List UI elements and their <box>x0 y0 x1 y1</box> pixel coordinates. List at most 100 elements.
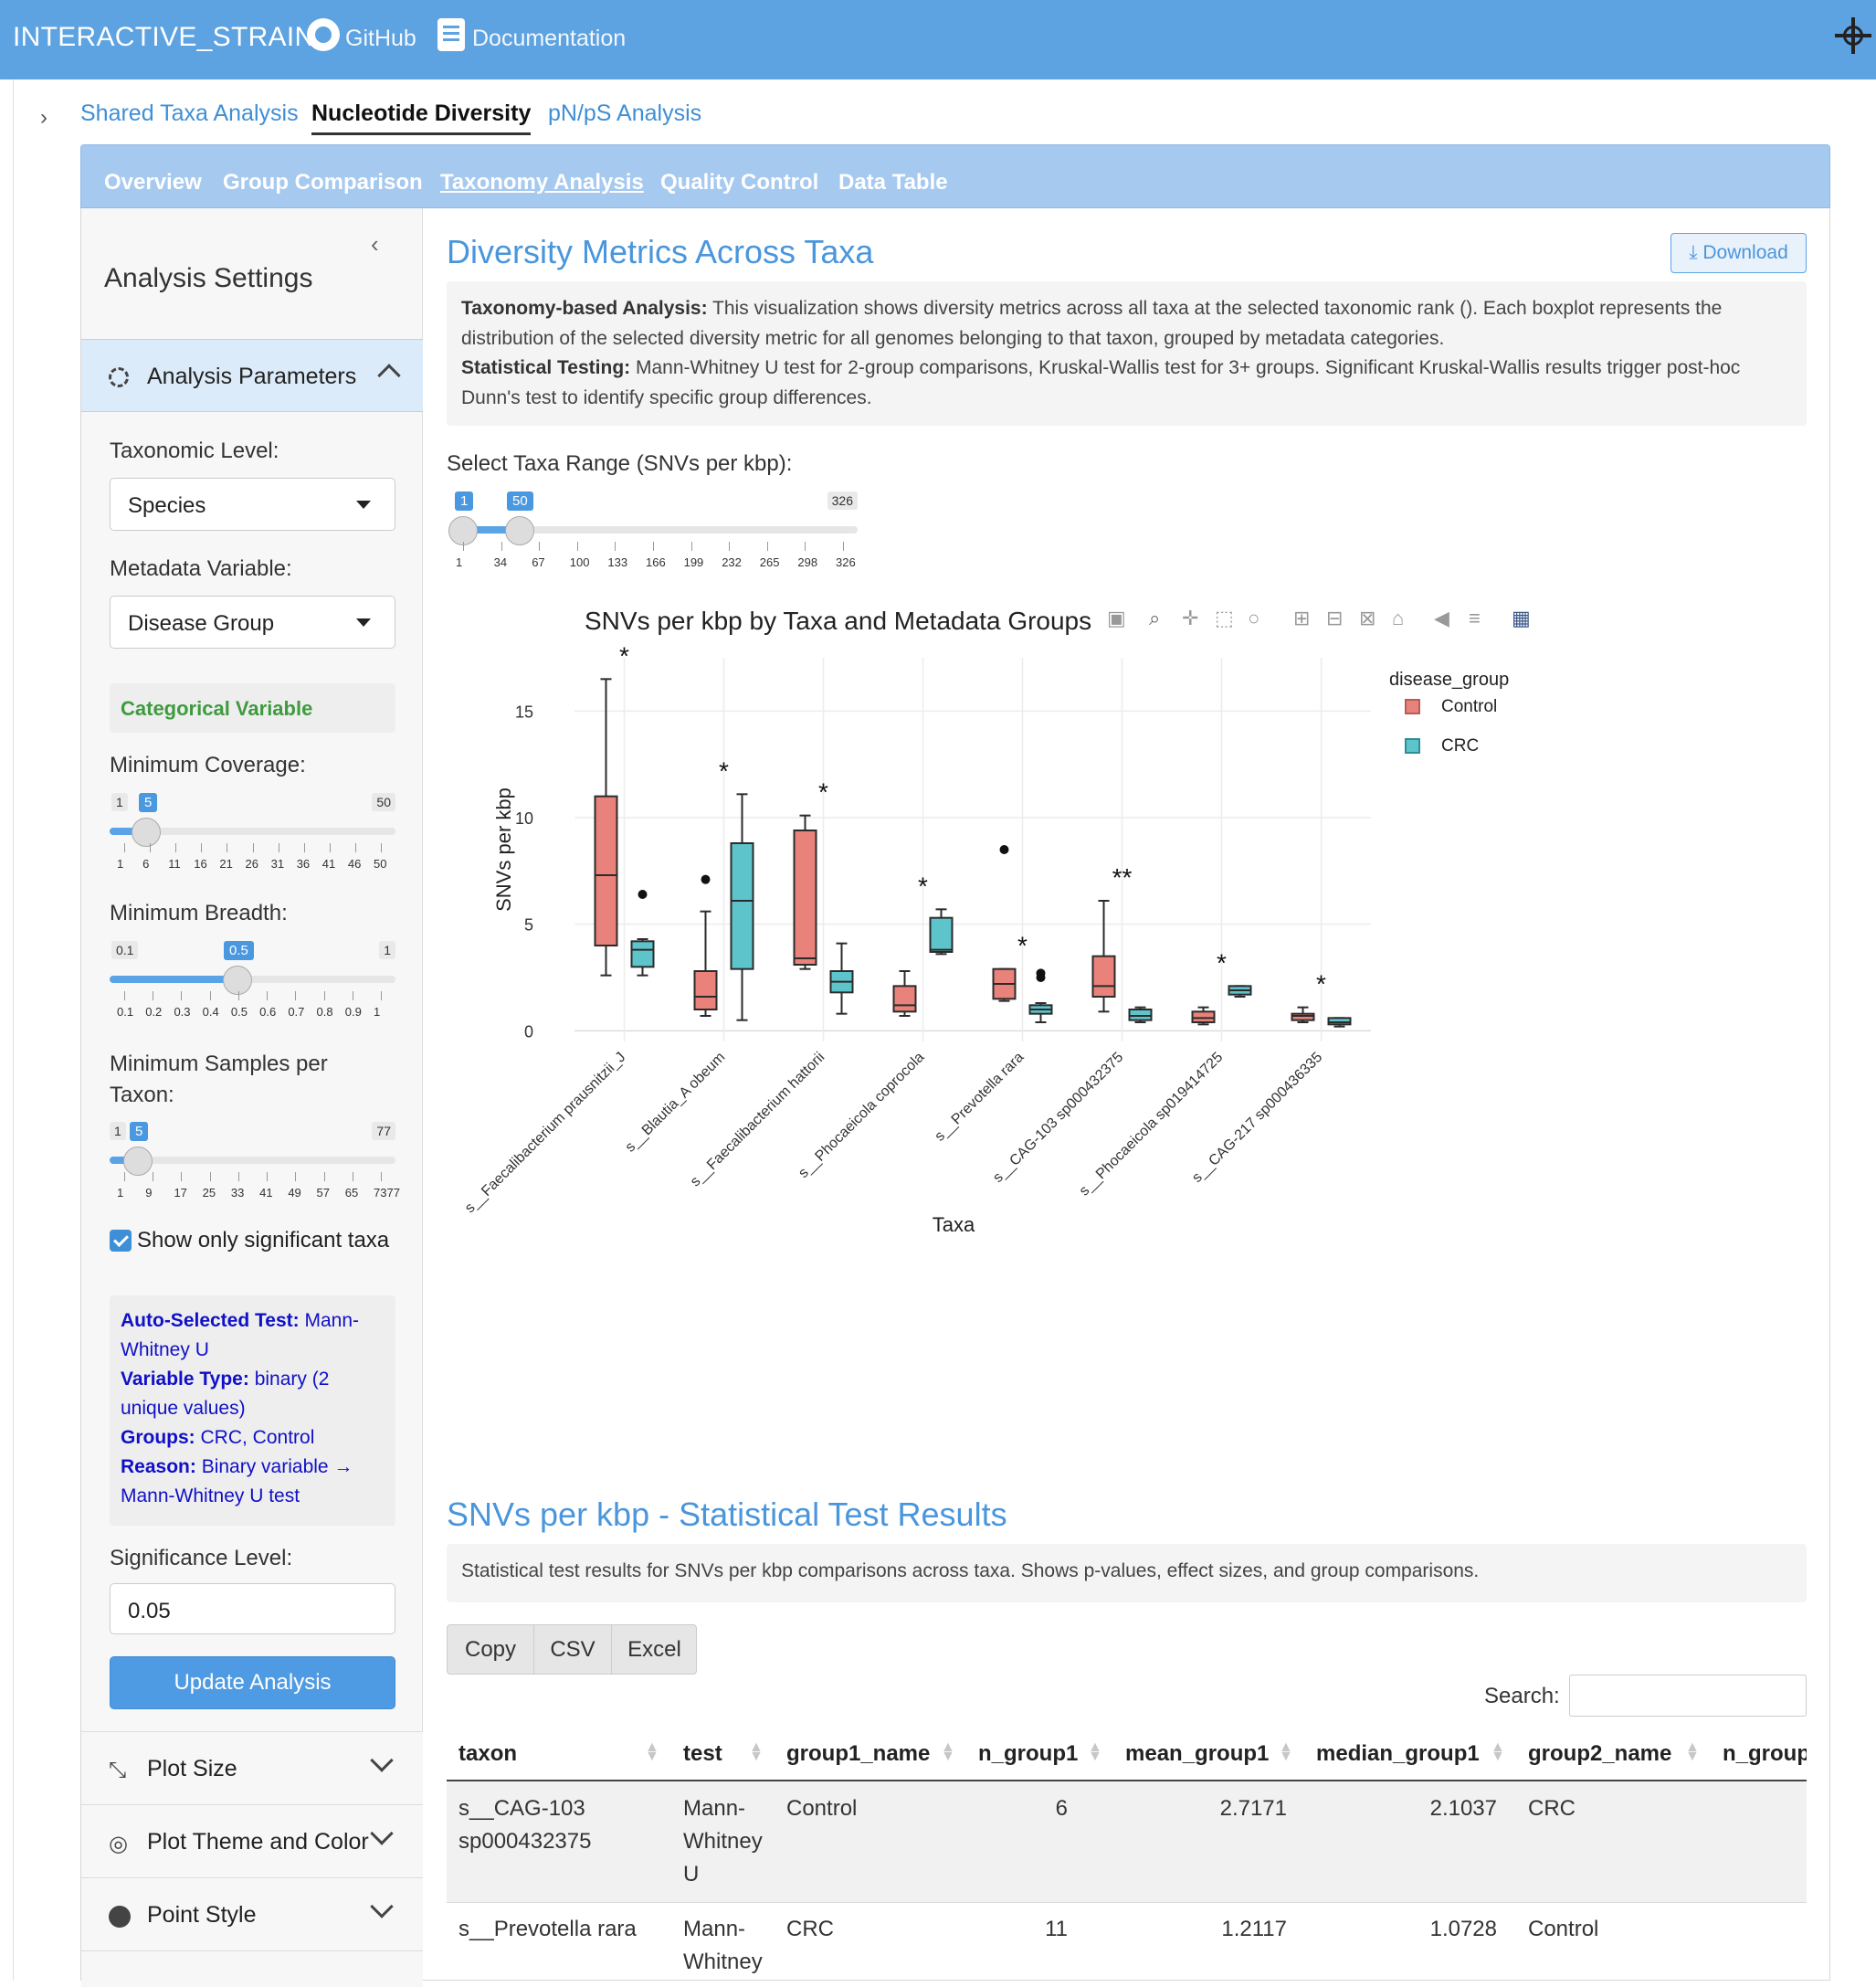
box-select-icon[interactable]: ⬚ <box>1215 607 1234 629</box>
download-button[interactable]: ⤓ Download <box>1670 233 1807 273</box>
excel-button[interactable]: Excel <box>627 1637 681 1662</box>
slider-fill <box>110 828 146 835</box>
significance-level-input[interactable]: 0.05 <box>110 1583 395 1634</box>
sort-icon[interactable]: ▲ ▼ <box>1279 1739 1293 1764</box>
analysis-parameters-header[interactable]: Analysis Parameters <box>81 339 423 412</box>
slider-handle[interactable] <box>123 1147 153 1176</box>
lasso-icon[interactable]: ○ <box>1248 607 1260 629</box>
autoscale-icon[interactable]: ⊠ <box>1359 607 1376 629</box>
slider-handle-low[interactable] <box>448 516 478 545</box>
slider-handle-high[interactable] <box>505 516 534 545</box>
plot-theme-label: Plot Theme and Color <box>147 1829 369 1855</box>
documentation-icon[interactable] <box>437 18 465 51</box>
x-tick-label: s__Blautia_A obeum <box>623 1050 729 1156</box>
sort-icon[interactable]: ▲ ▼ <box>749 1739 764 1764</box>
col-header-group2-name[interactable]: group2_name <box>1528 1741 1672 1766</box>
tab-taxonomy-analysis[interactable]: Taxonomy Analysis <box>440 170 644 195</box>
plot-size-accordion[interactable]: ⤡ Plot Size <box>81 1731 423 1804</box>
col-header-mean-group1[interactable]: mean_group1 <box>1125 1741 1270 1766</box>
table-row[interactable]: s__CAG-103 sp000432375 Mann-Whitney U Co… <box>447 1781 1807 1903</box>
legend-item-crc[interactable]: CRC <box>1405 736 1479 756</box>
slider-tick <box>209 991 211 1000</box>
zoom-out-icon[interactable]: ⊟ <box>1326 607 1344 629</box>
taxa-range-slider[interactable]: 1 50 326 1 34 67 100 133 166 199 232 265 298 326 <box>448 491 858 569</box>
camera-icon[interactable]: ▣ <box>1107 607 1126 629</box>
pan-icon[interactable]: ✛ <box>1182 607 1199 629</box>
metadata-variable-select[interactable]: Disease Group <box>110 596 395 649</box>
box-crc <box>1327 1017 1352 1026</box>
taxonomic-level-label: Taxonomic Level: <box>110 439 279 463</box>
outlier-point <box>999 845 1009 854</box>
stats-description: Statistical test results for SNVs per kb… <box>447 1544 1807 1602</box>
slider-track <box>110 1157 395 1164</box>
col-header-median-group1[interactable]: median_group1 <box>1316 1741 1480 1766</box>
spike-lines-icon[interactable]: ◀ <box>1434 607 1449 629</box>
text-axis-accordion[interactable] <box>81 1950 423 1987</box>
sort-icon[interactable]: ▲ ▼ <box>1491 1739 1505 1764</box>
slider-handle[interactable] <box>223 966 252 995</box>
tab-quality-control[interactable]: Quality Control <box>660 170 819 195</box>
tab-pnps[interactable]: pN/pS Analysis <box>548 100 702 126</box>
cell-mean-group1: 1.2117 <box>1221 1917 1287 1941</box>
tab-nucleotide-diversity[interactable]: Nucleotide Diversity <box>311 100 532 135</box>
zoom-icon[interactable]: ⌕ <box>1149 607 1161 629</box>
col-header-group1-name[interactable]: group1_name <box>786 1741 931 1766</box>
taxonomic-level-select[interactable]: Species <box>110 478 395 531</box>
search-input[interactable] <box>1569 1675 1807 1717</box>
min-coverage-slider[interactable]: 1 5 50 1 6 11 16 21 26 31 36 41 46 50 <box>110 793 395 871</box>
app-brand[interactable]: INTERACTIVE_STRAIN <box>13 22 315 52</box>
legend-item-control[interactable]: Control <box>1405 697 1497 717</box>
slider-tick <box>381 1172 382 1181</box>
gear-icon <box>109 367 129 387</box>
tab-overview[interactable]: Overview <box>104 170 202 195</box>
slider-tick <box>295 1172 297 1181</box>
search-label: Search: <box>1484 1684 1560 1708</box>
show-significant-checkbox[interactable] <box>110 1230 132 1252</box>
slider-tick-label: 1 <box>117 1186 124 1200</box>
sort-icon[interactable]: ▲ ▼ <box>1088 1739 1102 1764</box>
slider-min: 1 <box>111 793 128 811</box>
x-tick-label: s__Prevotella rara <box>932 1050 1027 1145</box>
show-significant-label[interactable]: Show only significant taxa <box>137 1228 390 1252</box>
col-header-taxon[interactable]: taxon <box>458 1741 518 1766</box>
slider-track <box>110 828 395 835</box>
plot-theme-accordion[interactable]: ◎ Plot Theme and Color <box>81 1804 423 1877</box>
chevron-right-icon[interactable]: › <box>40 105 47 130</box>
col-header-n-group1[interactable]: n_group1 <box>978 1741 1079 1766</box>
tab-data-table[interactable]: Data Table <box>838 170 948 195</box>
min-coverage-label: Minimum Coverage: <box>110 753 306 777</box>
slider-value: 0.5 <box>224 941 254 960</box>
slider-fill <box>461 526 511 534</box>
point-style-accordion[interactable]: Point Style <box>81 1877 423 1950</box>
info-test-value: Mann-Whitney U <box>121 1310 360 1360</box>
chevron-up-icon <box>377 364 401 387</box>
col-header-test[interactable]: test <box>683 1741 722 1766</box>
github-link[interactable]: GitHub <box>345 26 416 51</box>
reset-axes-icon[interactable]: ⌂ <box>1392 607 1405 629</box>
plotly-logo-icon[interactable]: ▦ <box>1512 607 1531 629</box>
theme-toggle-icon[interactable] <box>1835 17 1871 54</box>
github-icon[interactable] <box>307 18 340 51</box>
compare-hover-icon[interactable]: ≡ <box>1469 607 1481 629</box>
col-header-n-group2[interactable]: n_group <box>1723 1741 1807 1766</box>
caret-down-icon <box>356 618 371 627</box>
update-analysis-button[interactable]: Update Analysis <box>110 1656 395 1709</box>
slider-handle[interactable] <box>132 818 161 847</box>
sort-icon[interactable]: ▲ ▼ <box>645 1739 659 1764</box>
table-row[interactable]: s__Prevotella rara Mann-Whitney CRC 11 1… <box>447 1904 1807 1981</box>
csv-button[interactable]: CSV <box>534 1625 612 1674</box>
slider-high-value: 50 <box>507 491 533 511</box>
min-breadth-slider[interactable]: 0.1 0.5 1 0.1 0.2 0.3 0.4 0.5 0.6 0.7 0.8 0.9 1 <box>110 941 395 1019</box>
collapse-sidebar-icon[interactable]: ‹ <box>371 230 379 258</box>
copy-button[interactable]: Copy <box>448 1625 534 1674</box>
zoom-in-icon[interactable]: ⊞ <box>1293 607 1311 629</box>
slider-tick-label: 0.5 <box>230 1005 248 1019</box>
documentation-link[interactable]: Documentation <box>472 26 627 51</box>
min-samples-slider[interactable]: 1 5 77 1 9 17 25 33 41 49 57 65 7377 <box>110 1122 400 1200</box>
tab-group-comparison[interactable]: Group Comparison <box>223 170 423 195</box>
slider-tick <box>175 843 177 852</box>
info-groups-key: Groups: <box>121 1427 195 1448</box>
sort-icon[interactable]: ▲ ▼ <box>941 1739 955 1764</box>
sort-icon[interactable]: ▲ ▼ <box>1685 1739 1700 1764</box>
tab-shared-taxa[interactable]: Shared Taxa Analysis <box>80 100 299 126</box>
